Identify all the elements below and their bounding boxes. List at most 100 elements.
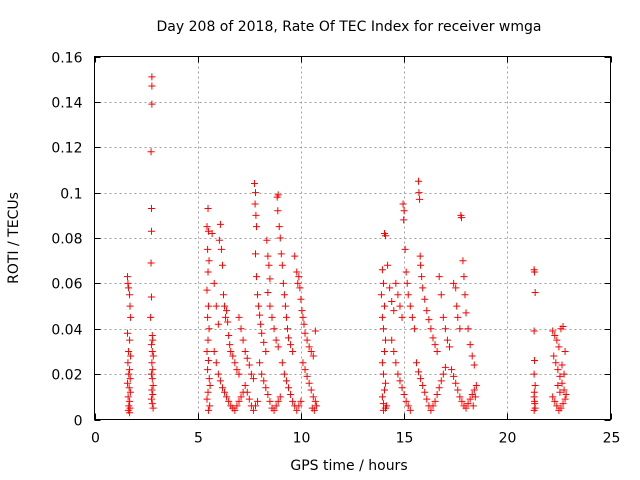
data-point bbox=[464, 325, 472, 333]
data-point bbox=[458, 397, 466, 405]
data-point bbox=[276, 234, 284, 242]
data-point bbox=[431, 397, 439, 405]
data-point bbox=[530, 370, 538, 378]
data-point bbox=[427, 325, 435, 333]
y-tick-label: 0 bbox=[74, 414, 83, 430]
data-point bbox=[264, 252, 272, 260]
data-point bbox=[258, 329, 266, 337]
data-point bbox=[260, 377, 268, 385]
data-point bbox=[253, 223, 261, 231]
data-point bbox=[416, 252, 424, 260]
data-point bbox=[392, 359, 400, 367]
data-point bbox=[148, 375, 156, 383]
x-tick-label: 5 bbox=[194, 431, 203, 447]
data-point bbox=[464, 400, 472, 408]
data-point bbox=[149, 404, 157, 412]
data-point bbox=[398, 313, 406, 321]
data-point bbox=[257, 320, 265, 328]
data-point bbox=[297, 397, 305, 405]
data-point bbox=[462, 309, 470, 317]
data-point bbox=[204, 388, 212, 396]
data-point bbox=[239, 336, 247, 344]
data-point bbox=[549, 327, 557, 335]
data-point bbox=[307, 347, 315, 355]
data-point bbox=[443, 336, 451, 344]
data-point bbox=[295, 402, 303, 410]
data-point bbox=[280, 291, 288, 299]
data-point bbox=[396, 302, 404, 310]
data-point bbox=[462, 404, 470, 412]
data-point bbox=[531, 288, 539, 296]
data-point bbox=[388, 298, 396, 306]
data-point bbox=[441, 363, 449, 371]
data-point bbox=[204, 336, 212, 344]
data-point bbox=[429, 402, 437, 410]
data-point bbox=[275, 223, 283, 231]
data-point bbox=[309, 393, 317, 401]
data-point bbox=[384, 261, 392, 269]
data-point bbox=[450, 372, 458, 380]
data-point bbox=[266, 302, 274, 310]
data-point bbox=[285, 334, 293, 342]
data-point bbox=[225, 397, 233, 405]
data-point bbox=[415, 177, 423, 185]
data-point bbox=[459, 257, 467, 265]
data-point bbox=[241, 347, 249, 355]
data-point bbox=[378, 359, 386, 367]
data-point bbox=[266, 397, 274, 405]
data-point bbox=[125, 370, 133, 378]
data-point bbox=[227, 347, 235, 355]
data-point bbox=[530, 327, 538, 335]
data-point bbox=[419, 381, 427, 389]
data-point bbox=[124, 393, 132, 401]
data-point bbox=[203, 347, 211, 355]
data-point bbox=[559, 400, 567, 408]
y-tick-label: 0.02 bbox=[51, 368, 82, 384]
data-point bbox=[147, 370, 155, 378]
data-point bbox=[124, 329, 132, 337]
data-point bbox=[249, 406, 257, 414]
data-point bbox=[453, 302, 461, 310]
data-point bbox=[147, 395, 155, 403]
data-point bbox=[214, 320, 222, 328]
data-point bbox=[218, 384, 226, 392]
data-point bbox=[299, 359, 307, 367]
data-point bbox=[423, 307, 431, 315]
data-point bbox=[251, 189, 259, 197]
data-point bbox=[241, 381, 249, 389]
data-point bbox=[553, 336, 561, 344]
data-point bbox=[378, 313, 386, 321]
data-point bbox=[287, 391, 295, 399]
data-point bbox=[311, 397, 319, 405]
data-point bbox=[392, 279, 400, 287]
data-point bbox=[560, 370, 568, 378]
data-point bbox=[229, 352, 237, 360]
data-point bbox=[394, 370, 402, 378]
data-point bbox=[410, 325, 418, 333]
data-point bbox=[276, 393, 284, 401]
data-point bbox=[531, 357, 539, 365]
data-point bbox=[456, 325, 464, 333]
data-point bbox=[307, 386, 315, 394]
data-point bbox=[125, 347, 133, 355]
data-point bbox=[448, 366, 456, 374]
data-point bbox=[210, 347, 218, 355]
data-point bbox=[289, 397, 297, 405]
data-point bbox=[126, 388, 134, 396]
data-point bbox=[124, 379, 132, 387]
data-point bbox=[217, 245, 225, 253]
data-point bbox=[303, 372, 311, 380]
data-point bbox=[278, 261, 286, 269]
data-point bbox=[289, 347, 297, 355]
data-point bbox=[205, 375, 213, 383]
data-points bbox=[124, 73, 570, 417]
data-point bbox=[305, 343, 313, 351]
data-point bbox=[466, 395, 474, 403]
data-point bbox=[274, 397, 282, 405]
data-point bbox=[147, 227, 155, 235]
data-point bbox=[379, 406, 387, 414]
data-point bbox=[294, 279, 302, 287]
data-point bbox=[417, 261, 425, 269]
data-point bbox=[530, 388, 538, 396]
data-point bbox=[204, 268, 212, 276]
